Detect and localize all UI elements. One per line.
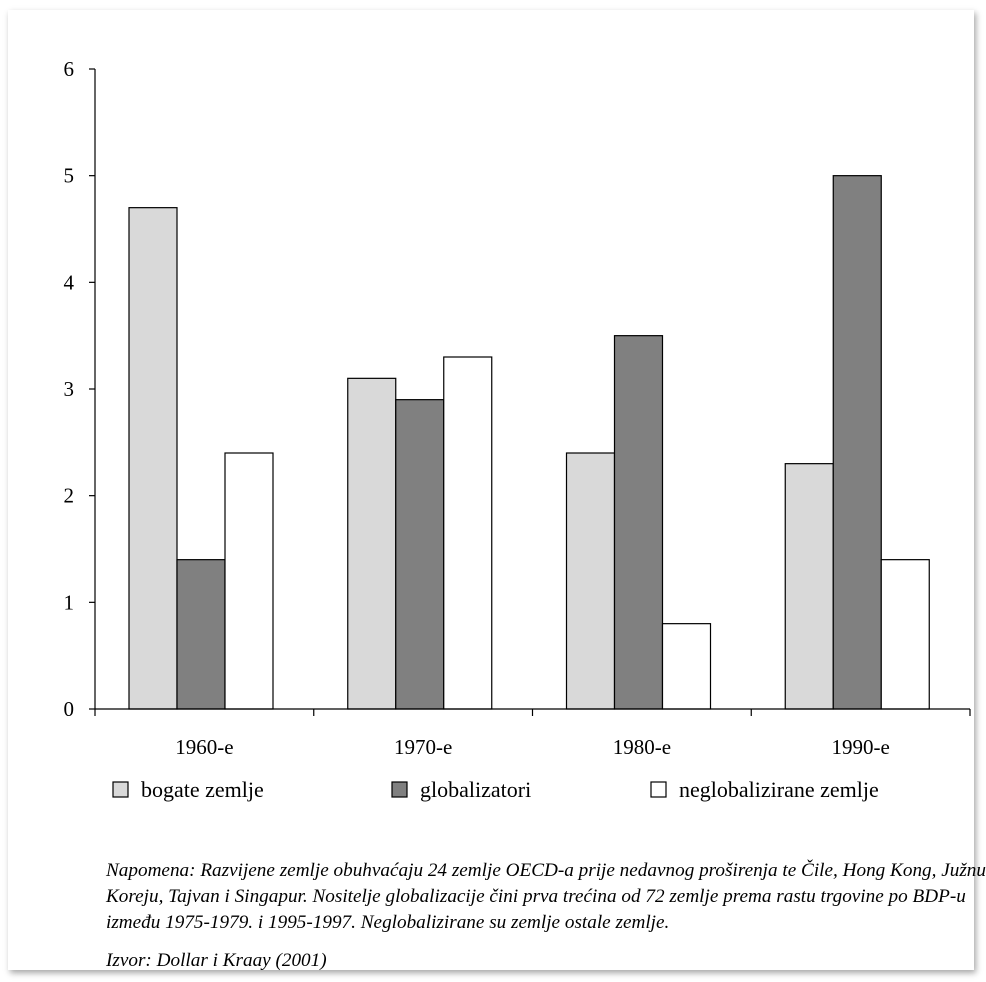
bar-2-2 bbox=[661, 623, 712, 710]
bar-2-1 bbox=[443, 356, 493, 710]
y-tick-label: 4 bbox=[64, 270, 75, 294]
x-tick-label: 1960-e bbox=[175, 735, 233, 759]
bar-0-3 bbox=[784, 463, 834, 710]
legend-label: neglobalizirane zemlje bbox=[679, 777, 879, 802]
legend-label: globalizatori bbox=[420, 777, 531, 802]
bar-1-3 bbox=[832, 175, 882, 710]
note-text: Napomena: Razvijene zemlje obuhvaćaju 24… bbox=[106, 860, 986, 933]
y-ticks: 0 1 2 3 4 5 6 bbox=[64, 57, 95, 721]
legend-swatch bbox=[650, 781, 667, 798]
y-tick-label: 1 bbox=[64, 590, 75, 614]
y-tick-label: 3 bbox=[64, 377, 75, 401]
legend: bogate zemlje globalizatori neglobaliziran… bbox=[112, 777, 879, 802]
bar-2-3 bbox=[880, 559, 930, 710]
figure-frame: 0 1 2 3 4 5 6 1960-e 1970-e 1980-e 1990-e bogate … bbox=[8, 10, 986, 971]
x-tick-label: 1990-e bbox=[831, 735, 889, 759]
legend-swatch bbox=[112, 781, 129, 798]
legend-label: bogate zemlje bbox=[141, 777, 264, 802]
y-tick-label: 5 bbox=[64, 164, 75, 188]
source-text: Izvor: Dollar i Kraay (2001) bbox=[106, 950, 327, 971]
bar-2-0 bbox=[224, 452, 274, 710]
legend-swatch bbox=[391, 781, 408, 798]
bar-1-0 bbox=[176, 559, 226, 710]
x-tick-label: 1980-e bbox=[613, 735, 671, 759]
bars-group bbox=[128, 175, 930, 710]
x-tick-label: 1970-e bbox=[394, 735, 452, 759]
x-ticks: 1960-e 1970-e 1980-e 1990-e bbox=[94, 709, 971, 759]
bar-0-2 bbox=[565, 452, 616, 710]
bar-chart: 0 1 2 3 4 5 6 1960-e 1970-e 1980-e 1990-e bogate … bbox=[64, 57, 971, 802]
bar-0-0 bbox=[128, 207, 178, 710]
y-tick-label: 2 bbox=[64, 484, 75, 508]
y-tick-label: 0 bbox=[64, 697, 75, 721]
y-tick-label: 6 bbox=[64, 57, 75, 81]
bar-1-2 bbox=[613, 335, 664, 710]
bar-1-1 bbox=[395, 399, 445, 710]
bar-0-1 bbox=[347, 377, 397, 710]
